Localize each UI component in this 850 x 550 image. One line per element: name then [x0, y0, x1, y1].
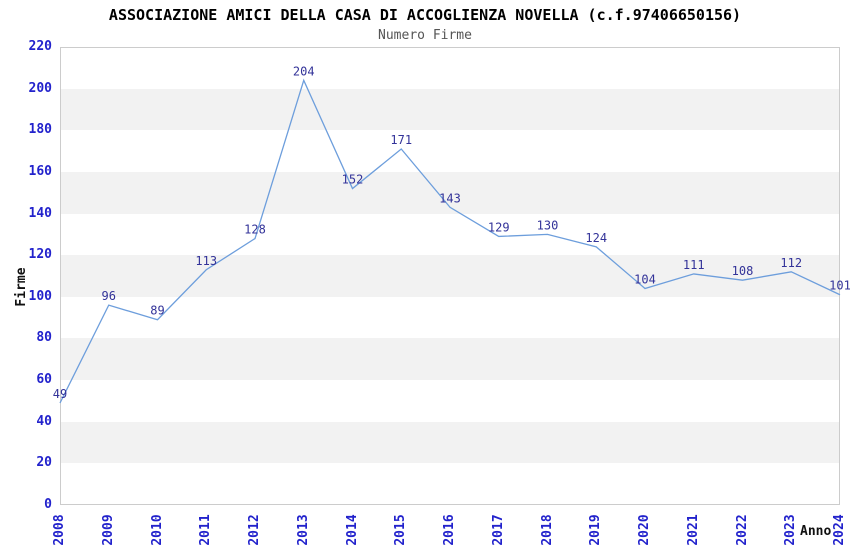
x-tick-label: 2018	[539, 514, 555, 546]
y-tick-label: 120	[28, 247, 52, 263]
x-tick-label: 2008	[52, 514, 67, 546]
x-tick-label: 2024	[832, 514, 847, 546]
x-tick-label: 2013	[295, 514, 311, 546]
grid-band	[61, 338, 839, 381]
grid-band	[61, 171, 839, 214]
x-tick-label: 2019	[588, 514, 604, 546]
x-tick-label: 2023	[783, 514, 799, 546]
grid-band	[61, 255, 839, 297]
chart-subtitle: Numero Firme	[378, 28, 472, 43]
x-tick-label: 2016	[442, 514, 457, 546]
x-tick-label: 2009	[100, 514, 116, 546]
y-tick-label: 140	[28, 205, 52, 221]
x-tick-label: 2020	[637, 514, 652, 546]
y-tick-label: 0	[44, 497, 52, 512]
x-tick-label: 2014	[344, 514, 360, 546]
y-tick-label: 160	[28, 163, 52, 179]
x-axis-title: Anno	[800, 524, 832, 539]
y-tick-label: 40	[36, 413, 52, 429]
grid-band	[61, 88, 839, 131]
x-tick-label: 2021	[685, 514, 701, 546]
grid-band	[61, 421, 839, 464]
x-tick-label: 2022	[734, 514, 750, 546]
x-tick-label: 2017	[490, 514, 506, 546]
y-tick-label: 80	[36, 330, 52, 346]
y-tick-label: 220	[28, 39, 52, 54]
y-tick-label: 20	[36, 455, 52, 471]
plot-area	[60, 47, 840, 505]
y-axis-title: Firme	[14, 267, 29, 307]
x-tick-label: 2012	[247, 514, 262, 546]
y-tick-label: 100	[28, 288, 52, 304]
y-tick-label: 60	[36, 372, 52, 388]
y-tick-label: 180	[28, 122, 52, 138]
x-tick-label: 2010	[149, 514, 165, 546]
x-tick-label: 2011	[198, 514, 214, 546]
x-tick-label: 2015	[393, 514, 409, 546]
chart-title: ASSOCIAZIONE AMICI DELLA CASA DI ACCOGLI…	[108, 6, 742, 24]
y-tick-label: 200	[28, 80, 52, 96]
